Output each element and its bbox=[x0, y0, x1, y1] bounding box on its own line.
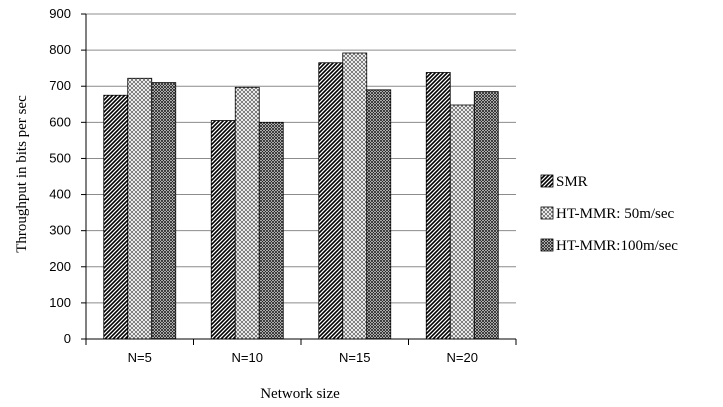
legend-swatch bbox=[540, 174, 554, 188]
y-tick-label: 900 bbox=[49, 6, 71, 21]
y-tick-label: 0 bbox=[64, 331, 71, 346]
bar bbox=[473, 91, 499, 340]
bar bbox=[366, 89, 392, 340]
x-tick-label: N=20 bbox=[447, 350, 478, 365]
bars bbox=[103, 52, 499, 340]
bar bbox=[234, 86, 260, 340]
legend: SMR HT-MMR: 50m/sec HT-MMR:100m/sec bbox=[540, 174, 678, 254]
y-tick-label: 800 bbox=[49, 42, 71, 57]
legend-label: HT-MMR:100m/sec bbox=[556, 238, 678, 254]
axes bbox=[81, 13, 517, 345]
y-axis-title: Throughput in bits per sec bbox=[14, 95, 30, 253]
y-tick-label: 500 bbox=[49, 150, 71, 165]
legend-label: HT-MMR: 50m/sec bbox=[556, 206, 675, 222]
bar bbox=[425, 72, 451, 340]
bar bbox=[318, 62, 344, 340]
bar bbox=[127, 77, 153, 340]
y-tick-label: 300 bbox=[49, 223, 71, 238]
x-axis-title: Network size bbox=[260, 386, 340, 402]
x-tick-labels: N=5 N=10 N=15 N=20 bbox=[128, 350, 478, 365]
bar bbox=[258, 121, 284, 340]
legend-label: SMR bbox=[556, 174, 588, 190]
x-tick-label: N=10 bbox=[232, 350, 263, 365]
x-tick-label: N=15 bbox=[339, 350, 370, 365]
y-tick-labels: 0 100 200 300 400 500 600 700 800 900 bbox=[49, 6, 71, 346]
y-tick-label: 200 bbox=[49, 259, 71, 274]
y-tick-label: 100 bbox=[49, 295, 71, 310]
y-tick-label: 700 bbox=[49, 78, 71, 93]
y-tick-label: 400 bbox=[49, 187, 71, 202]
legend-swatch bbox=[540, 238, 554, 252]
bar bbox=[342, 52, 368, 340]
bar bbox=[103, 94, 129, 340]
bar bbox=[210, 120, 236, 340]
y-tick-label: 600 bbox=[49, 114, 71, 129]
x-tick-label: N=5 bbox=[128, 350, 152, 365]
bar bbox=[449, 104, 475, 340]
legend-swatch bbox=[540, 206, 554, 220]
bar bbox=[151, 82, 177, 340]
